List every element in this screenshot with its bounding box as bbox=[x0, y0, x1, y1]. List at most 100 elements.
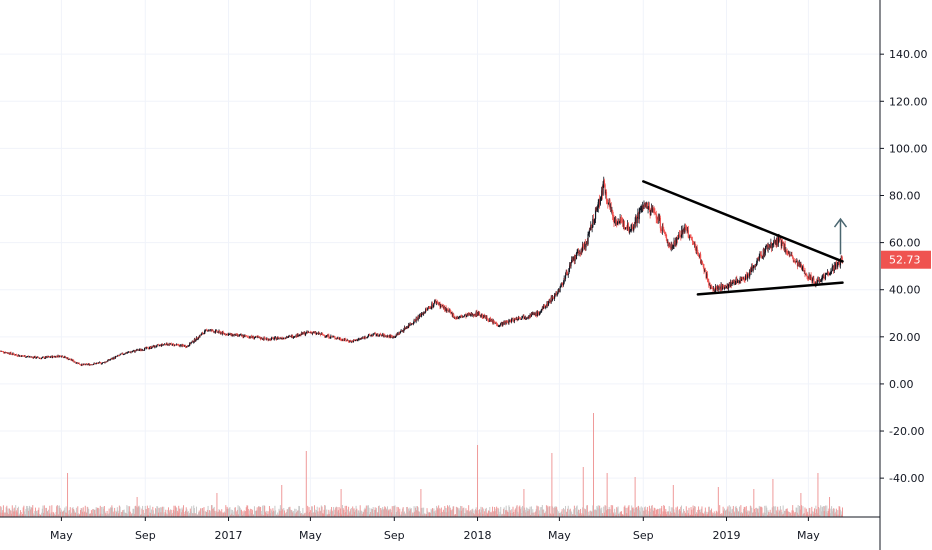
volume-bar bbox=[77, 506, 79, 517]
candle-body bbox=[238, 334, 240, 336]
candle-body bbox=[807, 278, 809, 279]
candle-body bbox=[65, 357, 67, 359]
candle-body bbox=[753, 266, 756, 268]
volume-bar bbox=[91, 513, 93, 517]
candle-body bbox=[124, 352, 127, 354]
candle-body bbox=[37, 356, 39, 358]
candle-body bbox=[544, 306, 546, 308]
volume-bar bbox=[718, 510, 720, 517]
candle-body bbox=[539, 313, 541, 315]
candle-body bbox=[545, 305, 548, 307]
volume-bar bbox=[546, 507, 548, 517]
candle-body bbox=[646, 202, 648, 209]
candle-body bbox=[335, 338, 337, 340]
volume-bar bbox=[663, 506, 665, 517]
candle-body bbox=[44, 358, 46, 359]
volume-bar bbox=[496, 514, 498, 517]
volume-bar bbox=[215, 512, 217, 517]
volume-bar bbox=[355, 505, 357, 517]
volume-bar bbox=[253, 514, 255, 517]
volume-bar bbox=[66, 512, 68, 517]
volume-bar bbox=[15, 505, 17, 517]
volume-bar bbox=[719, 513, 721, 517]
volume-bar bbox=[624, 505, 626, 517]
candle-body bbox=[401, 330, 403, 332]
candle-body bbox=[259, 337, 261, 339]
volume-bar bbox=[646, 507, 648, 517]
volume-bar bbox=[734, 511, 736, 517]
volume-bar bbox=[440, 507, 442, 517]
candle-body bbox=[762, 256, 764, 258]
candle-body bbox=[338, 338, 340, 340]
candle-body bbox=[58, 355, 60, 358]
time-axis[interactable]: May Sep 2017 May Sep 2018 May Sep 2019 May bbox=[50, 517, 820, 542]
volume-bar bbox=[796, 512, 798, 517]
candle-body bbox=[496, 322, 498, 325]
volume-bar bbox=[197, 514, 199, 517]
volume-bar bbox=[138, 505, 140, 517]
candle-body bbox=[302, 332, 304, 335]
candle-body bbox=[472, 314, 475, 317]
candle-body bbox=[317, 332, 320, 335]
volume-bar bbox=[193, 505, 195, 517]
volume-bar bbox=[231, 513, 233, 517]
drawings[interactable] bbox=[642, 180, 848, 296]
candle-body bbox=[158, 344, 160, 346]
candle-body bbox=[590, 225, 593, 228]
volume-bar bbox=[692, 505, 694, 517]
candle-body bbox=[506, 321, 509, 323]
candle-body bbox=[71, 359, 73, 361]
candle-body bbox=[566, 271, 568, 275]
volume-bar bbox=[403, 512, 405, 517]
candle-body bbox=[560, 282, 563, 286]
candle-body bbox=[759, 254, 761, 257]
candle-body bbox=[453, 313, 455, 318]
candle-body bbox=[762, 249, 764, 257]
volume-bar bbox=[526, 508, 528, 517]
candle-body bbox=[403, 329, 405, 332]
volume-bar bbox=[679, 511, 681, 517]
candle-body bbox=[476, 311, 478, 316]
candle-body bbox=[659, 217, 661, 221]
volume-bar bbox=[326, 514, 328, 517]
candle-body bbox=[245, 335, 247, 337]
volume-bar bbox=[704, 507, 706, 517]
volume-bar bbox=[522, 510, 524, 517]
volume-bar bbox=[827, 511, 829, 517]
candle-body bbox=[654, 212, 657, 214]
candle-body bbox=[667, 242, 669, 243]
volume-bar bbox=[543, 513, 545, 517]
volume-bar bbox=[408, 508, 410, 517]
volume-bar bbox=[781, 512, 783, 517]
volume-bar bbox=[437, 509, 439, 517]
volume-bar bbox=[401, 508, 403, 517]
candle-body bbox=[6, 352, 8, 354]
volume-bar bbox=[424, 513, 426, 517]
volume-bar bbox=[419, 513, 421, 517]
volume-bar bbox=[696, 513, 698, 517]
candle-body bbox=[295, 334, 297, 337]
candle-body bbox=[62, 355, 64, 358]
volume-bar bbox=[206, 511, 208, 517]
candle-body bbox=[777, 237, 779, 244]
volume-bar bbox=[287, 509, 289, 517]
volume-bar bbox=[483, 511, 485, 517]
volume-bar bbox=[152, 510, 154, 517]
candle-body bbox=[461, 316, 464, 318]
volume-bar bbox=[269, 513, 271, 517]
candle-body bbox=[195, 337, 198, 341]
volume-bar bbox=[98, 508, 100, 517]
candle-body bbox=[48, 356, 50, 358]
candle-body bbox=[47, 356, 50, 358]
price-axis[interactable]: 140.00120.00100.0080.0060.0040.0020.000.… bbox=[880, 48, 928, 485]
volume-bar bbox=[119, 506, 121, 517]
volume-bar bbox=[728, 505, 730, 517]
volume-bar bbox=[304, 512, 306, 517]
candle-body bbox=[276, 338, 278, 340]
volume-spike bbox=[582, 467, 584, 517]
candle-body bbox=[637, 212, 639, 219]
candle-body bbox=[73, 359, 75, 362]
candle-body bbox=[657, 217, 659, 220]
volume-bar bbox=[769, 513, 771, 517]
